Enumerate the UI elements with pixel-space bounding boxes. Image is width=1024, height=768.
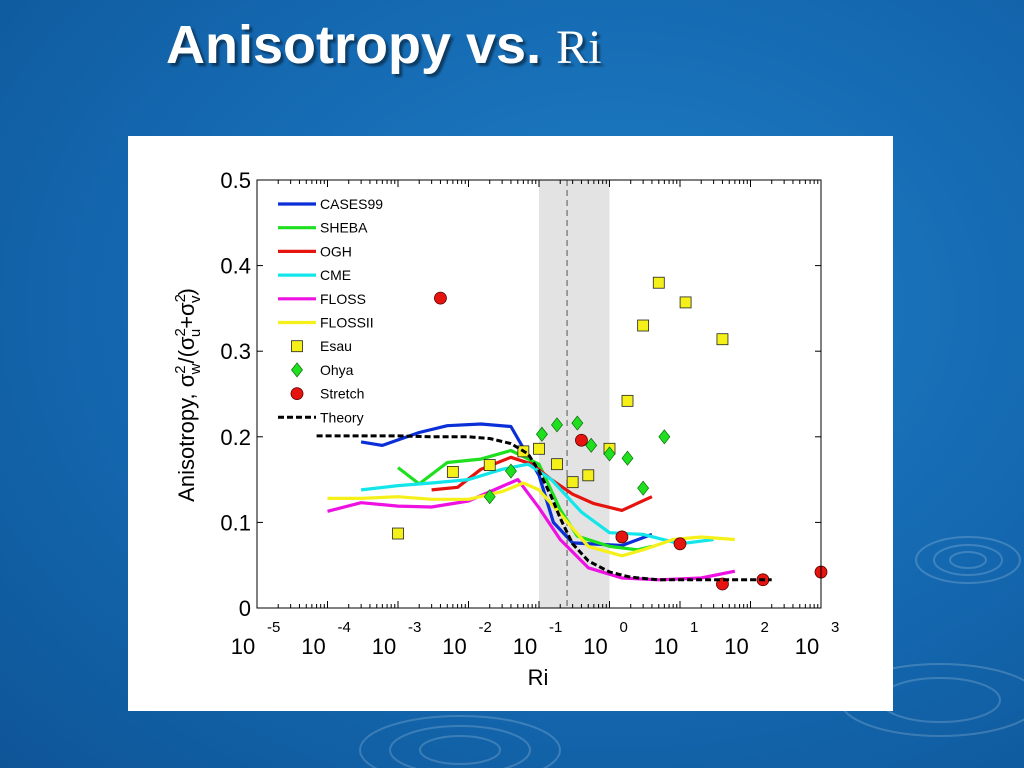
- ohya-marker: [637, 480, 650, 496]
- esau-marker: [582, 469, 595, 482]
- y-tick-label: 0.4: [220, 254, 251, 279]
- legend-swatch: [290, 387, 304, 401]
- x-axis-label: Ri: [528, 665, 549, 690]
- shaded-region: [539, 180, 610, 608]
- x-tick-exponent: -1: [549, 619, 562, 636]
- stretch-marker: [615, 530, 629, 544]
- x-tick-exponent: 0: [620, 619, 628, 636]
- esau-marker: [533, 442, 545, 455]
- ohya-marker: [505, 463, 517, 479]
- x-tick-label: 10: [513, 634, 537, 659]
- esau-marker: [483, 459, 496, 471]
- x-tick-exponent: -5: [267, 619, 280, 636]
- legend-label: Stretch: [320, 386, 364, 402]
- x-tick-exponent: 2: [761, 619, 769, 636]
- x-tick-label: 10: [583, 634, 607, 659]
- legend-label: CASES99: [320, 196, 383, 212]
- legend-label: SHEBA: [320, 220, 368, 236]
- y-tick-label: 0: [239, 596, 251, 621]
- slide-title-symbol: Ri: [556, 21, 602, 74]
- ohya-marker: [535, 426, 548, 442]
- legend-label: CME: [320, 267, 351, 283]
- stretch-marker: [673, 537, 687, 551]
- series-line-flossii: [327, 481, 736, 558]
- series-line-sheba: [397, 448, 653, 552]
- slide-title: Anisotropy vs. Ri: [166, 14, 601, 76]
- esau-marker: [392, 527, 404, 540]
- esau-marker: [446, 465, 459, 478]
- slide-title-text: Anisotropy vs.: [166, 15, 542, 75]
- anisotropy-chart: 00.10.20.30.40.510-510-410-310-210-11001…: [172, 168, 839, 690]
- y-axis-label: Anisotropy, σ2w/(σ2u+σ2v): [172, 288, 204, 502]
- chart-figure: 0 0.1 0.2 0.3 0.4 0.5 10 -5 10 -4 10 -3 10 -2 10 -1 10 0 1…: [128, 136, 893, 711]
- ohya-marker: [603, 446, 616, 462]
- x-tick-label: 10: [654, 634, 678, 659]
- esau-marker: [652, 276, 665, 289]
- legend-label: Ohya: [320, 362, 354, 378]
- esau-marker: [551, 458, 563, 471]
- y-tick-label: 0.2: [220, 425, 251, 450]
- legend-label: Esau: [320, 338, 352, 354]
- x-tick-exponent: 1: [690, 619, 698, 636]
- x-tick-exponent: -3: [408, 619, 421, 636]
- esau-marker: [566, 476, 579, 489]
- ohya-marker: [621, 450, 634, 466]
- legend-label: OGH: [320, 243, 352, 259]
- x-tick-exponent: 3: [831, 619, 839, 636]
- x-tick-label: 10: [724, 634, 748, 659]
- legend-swatch: [291, 362, 303, 378]
- esau-marker: [637, 319, 650, 332]
- y-tick-label: 0.1: [220, 510, 251, 535]
- legend-label: Theory: [320, 409, 364, 425]
- x-tick-label: 10: [442, 634, 466, 659]
- series-line-floss: [327, 478, 736, 582]
- esau-marker: [621, 394, 634, 407]
- x-tick-label: 10: [301, 634, 325, 659]
- ohya-marker: [571, 415, 584, 431]
- y-tick-label: 0.3: [220, 339, 251, 364]
- stretch-marker: [434, 291, 447, 305]
- stretch-marker: [575, 433, 588, 447]
- ohya-marker: [585, 437, 598, 453]
- series-line-theory: [316, 434, 772, 582]
- x-tick-label: 10: [795, 634, 819, 659]
- ohya-marker: [658, 429, 671, 445]
- ohya-marker: [483, 489, 496, 505]
- x-tick-label: 10: [231, 634, 255, 659]
- x-tick-exponent: -4: [338, 619, 351, 636]
- legend-swatch: [291, 340, 303, 353]
- y-tick-label: 0.5: [220, 168, 251, 193]
- esau-marker: [679, 296, 692, 309]
- legend-label: FLOSS: [320, 291, 366, 307]
- ohya-marker: [551, 417, 563, 433]
- legend-label: FLOSSII: [320, 315, 374, 331]
- x-tick-label: 10: [372, 634, 396, 659]
- esau-marker: [716, 333, 729, 346]
- x-tick-exponent: -2: [479, 619, 492, 636]
